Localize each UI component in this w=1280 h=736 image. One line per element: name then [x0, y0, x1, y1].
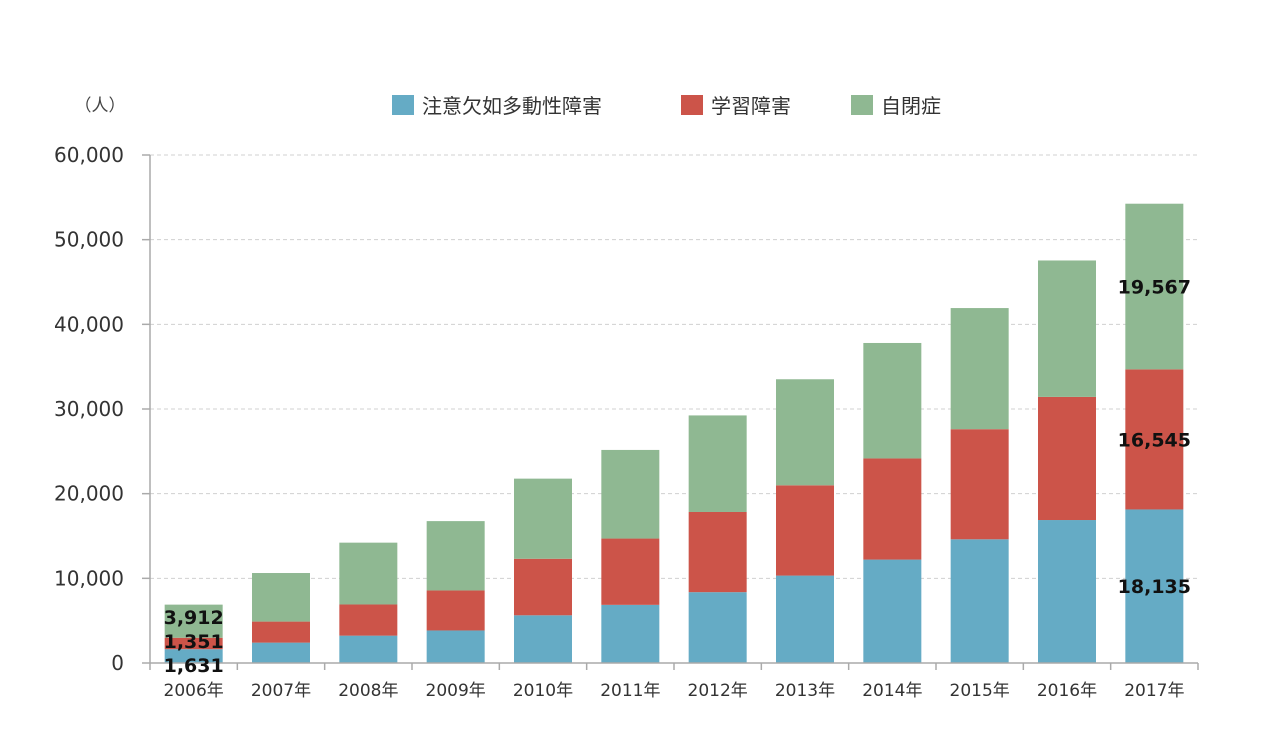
y-tick-label: 50,000 [54, 228, 124, 252]
bar-segment [601, 449, 660, 539]
bar-segment [776, 575, 834, 663]
bar-segment [426, 590, 485, 631]
bar-segment [1038, 260, 1096, 397]
bar-segment [950, 308, 1009, 430]
data-label: 1,351 [164, 631, 224, 653]
bar-segment [950, 429, 1009, 540]
x-tick-label: 2017年 [1124, 681, 1184, 701]
bar-segment [688, 592, 747, 663]
bar-segment [426, 521, 485, 591]
bar-segment [514, 478, 572, 559]
data-label: 1,631 [164, 655, 224, 677]
bar-segment [601, 604, 660, 663]
bar-segment [164, 604, 223, 638]
y-tick-label: 20,000 [54, 482, 124, 506]
legend: 注意欠如多動性障害 学習障害 自閉症 [392, 94, 941, 118]
data-label: 16,545 [1118, 429, 1191, 451]
y-tick-label: 0 [111, 651, 124, 675]
bar-segment [252, 621, 310, 643]
bar-segment [426, 630, 485, 663]
legend-label: 自閉症 [881, 94, 941, 118]
bar-segment [1038, 396, 1096, 521]
legend-swatch [851, 95, 873, 115]
bar-segment [776, 485, 834, 576]
legend-swatch [681, 95, 703, 115]
x-tick-label: 2016年 [1037, 681, 1097, 701]
x-tick-label: 2011年 [600, 681, 660, 701]
bars [164, 203, 1184, 663]
data-label: 18,135 [1118, 576, 1191, 598]
bar-segment [252, 573, 310, 622]
bar-segment [339, 604, 398, 636]
bar-segment [688, 511, 747, 593]
x-tick-label: 2007年 [251, 681, 311, 701]
x-tick-label: 2006年 [164, 681, 224, 701]
bar-segment [164, 637, 223, 650]
x-tick-label: 2009年 [426, 681, 486, 701]
x-tick-label: 2008年 [338, 681, 398, 701]
legend-label: 学習障害 [711, 94, 791, 118]
bar-segment [863, 458, 922, 560]
data-label: 3,912 [164, 607, 224, 629]
bar-segment [514, 558, 572, 616]
bar-segment [863, 342, 922, 459]
x-tick-label: 2012年 [688, 681, 748, 701]
x-tick-label: 2014年 [862, 681, 922, 701]
bar-segment [1125, 369, 1184, 510]
legend-label: 注意欠如多動性障害 [422, 94, 602, 118]
bar-segment [688, 415, 747, 512]
y-axis-unit-label: （人） [75, 96, 126, 116]
bar-segment [252, 642, 310, 663]
bar-segment [950, 539, 1009, 663]
axes: 0 10,000 20,000 30,000 40,000 50,000 60,000 200… [54, 143, 1199, 701]
bar-segment [863, 559, 922, 663]
bar-segment [1038, 520, 1096, 663]
bar-segment [514, 615, 572, 663]
y-tick-label: 40,000 [54, 312, 124, 336]
legend-swatch [392, 95, 414, 115]
x-tick-label: 2013年 [775, 681, 835, 701]
data-label: 19,567 [1118, 277, 1191, 299]
bar-segment [164, 649, 223, 663]
x-tick-label: 2010年 [513, 681, 573, 701]
bar-segment [1125, 203, 1184, 370]
bar-segment [776, 379, 834, 486]
y-tick-label: 60,000 [54, 143, 124, 167]
y-tick-label: 30,000 [54, 397, 124, 421]
x-tick-label: 2015年 [950, 681, 1010, 701]
bar-segment [1125, 509, 1184, 663]
bar-segment [601, 538, 660, 605]
y-tick-label: 10,000 [54, 566, 124, 590]
bar-segment [339, 635, 398, 663]
bar-segment [339, 542, 398, 605]
